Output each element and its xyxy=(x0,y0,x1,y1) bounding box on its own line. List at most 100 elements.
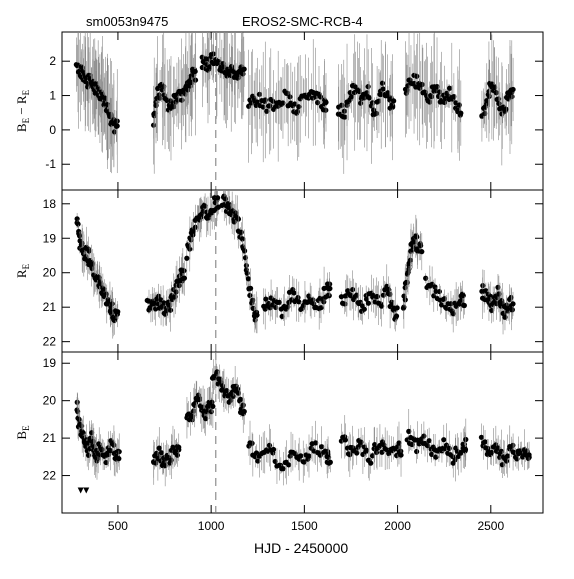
panel-2-data-point xyxy=(350,286,356,293)
panel-3-data-point xyxy=(99,447,105,453)
panel-3-data-point xyxy=(499,462,505,468)
panel-3-data-point xyxy=(319,444,325,450)
panel-2-data-point xyxy=(296,299,302,305)
panel-3-data-point xyxy=(85,452,92,458)
panel-3-data-point xyxy=(364,447,370,453)
panel-3-data-point xyxy=(489,449,495,456)
panel-3-data-point xyxy=(176,444,182,450)
panel-1-data-point xyxy=(104,102,111,108)
panel-2-data-point xyxy=(115,309,121,315)
panel-1-data-point xyxy=(262,97,268,103)
panel-2-data-point xyxy=(363,296,370,302)
panel-1-ytick-label: 0 xyxy=(49,123,56,137)
panel-2-data-point xyxy=(153,306,159,312)
panel-3-data-point xyxy=(241,408,247,415)
panel-3-ytick-label: 21 xyxy=(43,431,57,445)
panel-3-data-point xyxy=(478,434,485,440)
panel-2-data-point xyxy=(76,233,83,239)
panel-3-data-point xyxy=(458,449,464,456)
panel-1-data-point xyxy=(496,100,502,107)
panel-1-data-point xyxy=(390,103,396,109)
panel-1-data-point xyxy=(296,104,302,110)
ylabel-part: R xyxy=(14,95,29,104)
panel-2-data-point xyxy=(414,234,420,240)
panel-1-frame xyxy=(61,31,544,191)
panel-3-data-point xyxy=(377,442,383,449)
panel-2-data-point xyxy=(184,255,190,261)
ylabel-part: E xyxy=(21,425,31,431)
panel-1-data-point xyxy=(493,90,499,96)
panel-2-data-point xyxy=(310,297,316,303)
panel-2-data-point xyxy=(450,311,456,317)
panel-1-data-point xyxy=(446,85,453,91)
panel-3-data-point xyxy=(116,456,122,462)
panel-2-data-point xyxy=(250,297,256,303)
panel-1-data-point xyxy=(492,85,498,91)
panel-3-data-point xyxy=(235,386,241,392)
panel-1-ytick-label: 2 xyxy=(49,54,56,68)
panel-2-frame xyxy=(61,189,544,353)
panel-3-data-point xyxy=(106,451,112,457)
panel-3-data-point xyxy=(409,441,415,448)
panel-3-data-point xyxy=(433,454,439,460)
panel-2-data-point xyxy=(441,296,448,302)
panel-2-data-point xyxy=(374,293,380,300)
panel-3-data-point xyxy=(224,388,230,394)
panel-1-data-point xyxy=(256,91,263,97)
panel-2-data-point xyxy=(393,313,400,319)
panel-3-data-point xyxy=(396,440,402,446)
panel-1-data-point xyxy=(380,86,386,92)
panel-2-data-point xyxy=(342,301,348,307)
panel-3-data-point xyxy=(174,452,181,458)
panel-3-data-point xyxy=(347,452,353,458)
panel-2-data-point xyxy=(385,286,392,293)
panel-3-data-point xyxy=(266,442,273,448)
panel-1-data-point xyxy=(170,104,177,110)
panel-2-data-point xyxy=(509,307,515,313)
panel-3-ytick-label: 22 xyxy=(43,469,57,483)
panel-3-data-point xyxy=(358,439,364,445)
panel-1-data-point xyxy=(486,93,492,99)
panel-3-data-point xyxy=(503,458,510,464)
panel-3-data-point xyxy=(209,399,215,405)
panel-2-data-point xyxy=(181,268,187,274)
panel-3-data-point xyxy=(368,460,374,466)
panel-2-data-point xyxy=(291,290,297,296)
panel-2-data-point xyxy=(247,292,253,299)
panel-1-data-point xyxy=(260,104,266,110)
panel-1-data-point xyxy=(361,95,368,101)
panel-2-data-point xyxy=(167,307,174,313)
panel-1-data-point xyxy=(414,73,420,79)
panel-2-data-point xyxy=(238,229,244,235)
panel-1-data-point xyxy=(264,108,270,114)
panel-3-data-point xyxy=(462,446,469,453)
panel-2-ytick-label: 22 xyxy=(43,335,57,349)
panel-3-data-point xyxy=(189,413,195,420)
panel-1-data-point xyxy=(451,93,457,100)
panel-3-data-point xyxy=(446,445,452,451)
panel-3-data-point xyxy=(270,446,277,453)
panel-2-data-point xyxy=(263,296,269,302)
panel-3-data-point xyxy=(441,437,447,443)
panel-3-data-point xyxy=(89,430,95,436)
panel-3-data-point xyxy=(116,449,122,455)
panel-3-ylabel: BE xyxy=(14,425,31,440)
panel-1-data-point xyxy=(404,87,410,93)
panel-3-data-point xyxy=(379,449,385,455)
ylabel-part: R xyxy=(14,269,29,278)
ylabel-part: B xyxy=(14,123,29,132)
panel-3-data-point xyxy=(168,457,174,463)
panel-3-data-point xyxy=(313,440,319,446)
panel-2-ylabel: RE xyxy=(14,263,31,278)
panel-3-data-point xyxy=(80,430,86,436)
panel-2-data-point xyxy=(245,276,251,282)
panel-2-data-point xyxy=(96,275,102,281)
panel-3-data-point xyxy=(91,444,97,450)
panel-2-data-point xyxy=(181,275,188,281)
panel-1-data-point xyxy=(503,106,509,112)
panel-1-data-point xyxy=(358,100,364,106)
panel-2-data-point xyxy=(439,302,445,308)
panel-1-data-point xyxy=(111,129,118,135)
panel-2-data-point xyxy=(419,249,425,255)
